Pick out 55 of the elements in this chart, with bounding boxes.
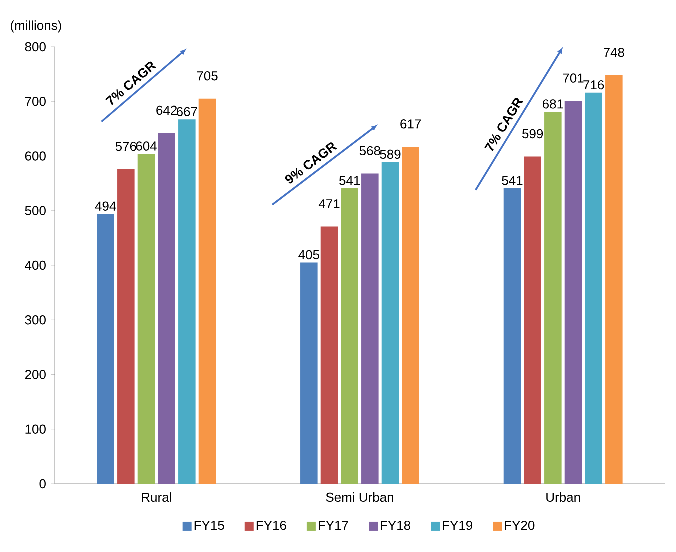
legend-label: FY17 (319, 521, 348, 530)
legend-label: FY19 (443, 520, 472, 530)
data-label: 617 (400, 120, 422, 129)
bar (300, 262, 318, 484)
bar (341, 188, 358, 484)
x-tick-label: Urban (546, 492, 580, 502)
data-label: 589 (380, 150, 401, 160)
bar (382, 162, 400, 484)
bar (362, 174, 379, 484)
x-tick-label: Rural (142, 492, 172, 502)
legend-label: FY20 (505, 520, 535, 530)
data-label: 705 (197, 71, 218, 81)
data-label: 471 (318, 200, 340, 209)
bar (178, 120, 196, 484)
data-label: 405 (298, 250, 320, 260)
y-tick-label: 0 (40, 479, 46, 489)
bar (402, 146, 420, 484)
data-label: 642 (156, 106, 178, 116)
y-tick-label: 600 (25, 152, 46, 161)
bar (138, 154, 156, 484)
bar (524, 156, 542, 484)
bar (320, 226, 338, 484)
bar (198, 98, 216, 484)
y-tick-label: 400 (25, 260, 46, 270)
bar (118, 169, 135, 484)
data-label: 681 (542, 100, 564, 109)
bar (585, 92, 602, 484)
bar (158, 133, 176, 484)
legend-label: FY15 (194, 521, 224, 530)
y-tick-label: 500 (25, 206, 46, 216)
data-label: 568 (360, 146, 380, 156)
legend-label: FY18 (381, 520, 411, 530)
y-tick-label: 700 (25, 97, 46, 106)
data-label: 494 (95, 202, 116, 211)
bar (97, 214, 114, 484)
y-tick-label: 800 (25, 42, 46, 52)
legend-label: FY16 (256, 520, 286, 530)
data-label: 576 (116, 142, 136, 152)
bar (606, 75, 623, 484)
y-tick-label: 200 (25, 370, 46, 380)
y-axis-title: (millions) (11, 20, 62, 33)
data-label: 701 (563, 74, 584, 83)
data-label: 541 (340, 176, 360, 186)
bar (564, 101, 582, 484)
y-tick-label: 300 (25, 316, 46, 325)
data-label: 748 (604, 48, 624, 58)
bar (544, 112, 562, 484)
data-label: 716 (584, 80, 604, 90)
bar (504, 188, 522, 484)
data-label: 667 (176, 107, 198, 116)
x-tick-label: Semi Urban (326, 492, 394, 502)
data-label: 599 (522, 129, 544, 139)
y-tick-label: 100 (26, 424, 46, 434)
data-label: 604 (136, 142, 157, 151)
data-label: 541 (502, 176, 523, 186)
